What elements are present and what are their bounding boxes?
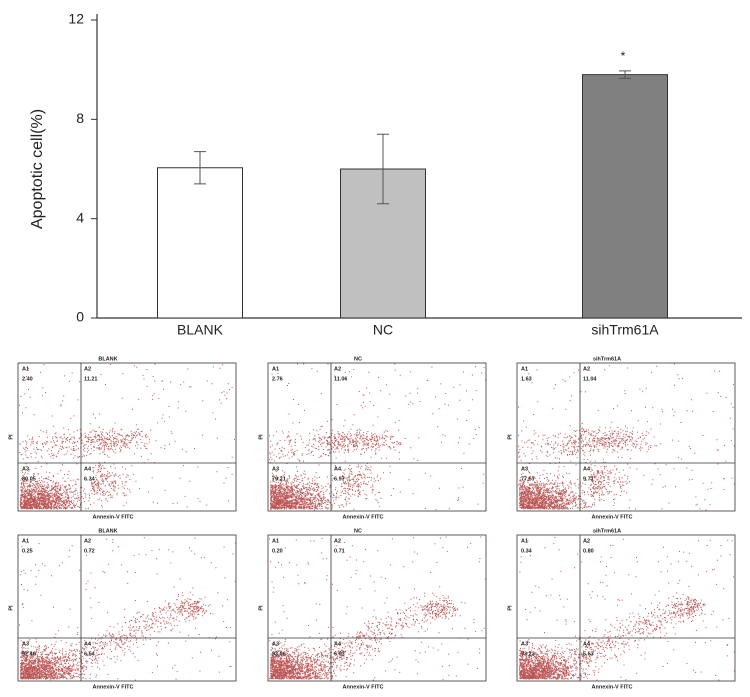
plot-frame	[516, 362, 736, 512]
x-axis-label: Annexin-V FITC	[592, 514, 633, 520]
quadrant-value: 77.57	[521, 476, 535, 482]
quadrant-value: 11.21	[84, 376, 97, 382]
cytometry-events	[269, 363, 486, 511]
y-tick-label: 12	[68, 11, 84, 27]
y-tick-label: 0	[76, 309, 84, 325]
quadrant-name: A4	[84, 466, 92, 472]
cytometry-events	[19, 537, 236, 681]
error-bar	[377, 133, 389, 205]
plot-title: BLANK	[98, 356, 117, 362]
quadrant-name: A4	[84, 641, 92, 647]
x-tick-label: sihTrm61A	[591, 322, 659, 338]
quadrant-name: A3	[22, 641, 29, 647]
x-axis-label: Annexin-V FITC	[93, 514, 134, 520]
quadrant-name: A1	[521, 366, 528, 372]
quadrant-name: A3	[272, 466, 279, 472]
error-bar	[194, 151, 206, 185]
plot-title: NC	[354, 528, 362, 534]
quadrant-value: 2.40	[22, 376, 33, 382]
bar	[157, 167, 243, 319]
x-axis-label: Annexin-V FITC	[592, 684, 633, 690]
quadrant-name: A1	[272, 366, 279, 372]
quadrant-value: 80.05	[22, 476, 36, 482]
quadrant-value: 5.63	[583, 651, 594, 657]
cytometry-events	[269, 536, 486, 681]
quadrant-name: A3	[521, 466, 528, 472]
plot-frame	[267, 534, 487, 682]
quadrant-value: 0.20	[272, 548, 283, 554]
x-axis-label: Annexin-V FITC	[343, 514, 384, 520]
quadrant-value: 0.80	[583, 548, 594, 554]
quadrant-value: 0.71	[334, 548, 345, 554]
plot-frame	[516, 534, 736, 682]
quadrant-value: 93.23	[521, 651, 535, 657]
y-tick-label: 4	[76, 209, 84, 225]
y-axis-label: PI	[507, 605, 513, 611]
quadrant-value: 6.97	[334, 476, 345, 482]
quadrant-name: A4	[334, 641, 342, 647]
quadrant-name: A2	[334, 366, 341, 372]
quadrant-name: A1	[521, 538, 528, 544]
cytometry-events	[519, 537, 735, 681]
quadrant-name: A2	[84, 366, 91, 372]
quadrant-value: 9.71	[583, 476, 594, 482]
quadrant-value: 79.21	[272, 476, 286, 482]
quadrant-name: A1	[22, 538, 29, 544]
y-axis-label: Apoptotic cell(%)	[29, 109, 46, 229]
quadrant-value: 1.63	[521, 376, 532, 382]
plot-title: sihTrm61A	[593, 528, 621, 534]
quadrant-value: 6.34	[84, 476, 96, 482]
plot-title: BLANK	[98, 528, 117, 534]
plot-title: NC	[354, 356, 362, 362]
plot-frame	[17, 362, 237, 512]
quadrant-value: 93.06	[272, 651, 286, 657]
quadrant-value: 11.06	[334, 376, 347, 382]
quadrant-name: A3	[272, 641, 279, 647]
cytometry-events	[19, 363, 235, 510]
cytometry-events	[518, 363, 735, 511]
y-tick-label: 8	[76, 110, 84, 126]
plot-title: sihTrm61A	[593, 356, 621, 362]
quadrant-value: 92.49	[22, 651, 36, 657]
bar	[582, 74, 668, 319]
quadrant-name: A3	[521, 641, 528, 647]
error-bar	[619, 70, 631, 79]
quadrant-value: 11.04	[583, 376, 597, 382]
quadrant-name: A1	[22, 366, 29, 372]
x-axis-label: Annexin-V FITC	[343, 684, 384, 690]
quadrant-name: A4	[583, 641, 591, 647]
quadrant-value: 6.03	[334, 651, 345, 657]
x-axis-label: Annexin-V FITC	[93, 684, 134, 690]
quadrant-value: 2.76	[272, 376, 283, 382]
quadrant-name: A4	[334, 466, 342, 472]
y-axis-label: PI	[507, 434, 513, 440]
quadrant-name: A4	[583, 466, 591, 472]
quadrant-name: A2	[334, 538, 341, 544]
y-axis-label: PI	[8, 605, 14, 611]
y-axis-label: PI	[258, 605, 264, 611]
quadrant-value: 0.34	[521, 548, 533, 554]
annotation: *	[621, 49, 626, 63]
quadrant-value: 0.72	[84, 548, 95, 554]
quadrant-name: A2	[583, 366, 590, 372]
x-tick-label: NC	[373, 322, 393, 338]
quadrant-name: A3	[22, 466, 29, 472]
y-axis-label: PI	[258, 434, 264, 440]
quadrant-value: 6.54	[84, 651, 96, 657]
quadrant-name: A2	[583, 538, 590, 544]
x-tick-label: BLANK	[177, 322, 224, 338]
quadrant-value: 0.25	[22, 548, 33, 554]
y-axis-label: PI	[8, 434, 14, 440]
quadrant-name: A2	[84, 538, 91, 544]
quadrant-name: A1	[272, 538, 279, 544]
